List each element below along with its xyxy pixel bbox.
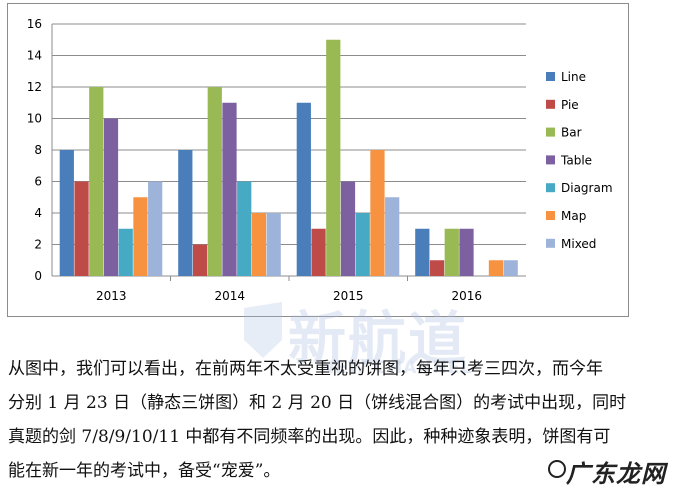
legend-swatch	[546, 183, 555, 193]
y-tick-label: 12	[27, 80, 42, 94]
paragraph-line-4: 能在新一年的考试中，备受“宠爱”。	[8, 461, 281, 481]
bar	[415, 228, 430, 276]
y-tick-label: 0	[34, 269, 42, 283]
bar	[488, 260, 504, 276]
paragraph-line-1: 从图中，我们可以看出，在前两年不太受重视的饼图，每年只考三四次，而今年	[8, 359, 603, 379]
bar	[148, 181, 163, 276]
x-tick-label: 2015	[333, 289, 364, 303]
bar	[133, 197, 148, 276]
corner-logo: 广东龙网	[548, 450, 668, 490]
legend-label: Bar	[561, 126, 582, 140]
paragraph-line-2: 分别 1 月 23 日（静态三饼图）和 2 月 20 日（饼线混合图）的考试中出…	[8, 393, 627, 413]
paragraph-line-3: 真题的剑 7/8/9/10/11 中都有不同频率的出现。因此，种种迹象表明，饼图…	[8, 427, 611, 447]
y-tick-label: 16	[27, 17, 42, 31]
y-tick-label: 14	[27, 49, 42, 63]
bar	[74, 181, 89, 276]
x-tick-label: 2013	[96, 289, 127, 303]
bar	[266, 213, 281, 276]
bar	[385, 197, 400, 276]
legend-label: Line	[561, 70, 586, 84]
legend-swatch	[546, 238, 555, 248]
bar	[192, 244, 208, 276]
bar	[178, 150, 193, 276]
bar	[355, 213, 370, 276]
bar	[237, 181, 252, 276]
chart-frame: 0 2 4 6 8 10 12 14 16 2013 2014 2015 2016 Line Pie Bar T…	[7, 3, 629, 317]
bar	[370, 150, 385, 276]
bar	[222, 102, 237, 276]
legend-swatch	[546, 211, 555, 220]
y-tick-label: 8	[34, 143, 42, 157]
bar-chart: 0 2 4 6 8 10 12 14 16 2013 2014 2015 2016 Line Pie Bar T…	[27, 17, 613, 303]
body-paragraph: 从图中，我们可以看出，在前两年不太受重视的饼图，每年只考三四次，而今年 分别 1…	[8, 352, 658, 488]
legend-label: Pie	[561, 98, 579, 112]
x-tick-label: 2016	[451, 289, 482, 303]
bar	[118, 228, 133, 276]
y-tick-label: 4	[34, 206, 42, 220]
y-tick-label: 6	[34, 175, 42, 189]
legend-swatch	[546, 155, 555, 165]
y-tick-label: 10	[27, 112, 42, 126]
legend-label: Mixed	[561, 237, 596, 251]
bar	[444, 228, 459, 276]
corner-logo-text: 广东龙网	[566, 460, 666, 488]
legend-label: Table	[560, 153, 592, 167]
legend-swatch	[546, 127, 555, 137]
bar	[311, 228, 326, 276]
bar	[429, 260, 445, 276]
bar	[296, 102, 311, 276]
bar	[503, 260, 518, 276]
bar	[459, 228, 474, 276]
legend-swatch	[546, 72, 555, 81]
bar	[251, 213, 267, 276]
bar	[207, 87, 222, 276]
bar	[340, 181, 356, 276]
bar	[59, 150, 74, 276]
bar	[103, 118, 119, 276]
x-tick-label: 2014	[214, 289, 245, 303]
legend-swatch	[546, 99, 555, 109]
legend-label: Diagram	[561, 181, 613, 195]
bar	[89, 87, 104, 276]
legend-label: Map	[561, 209, 586, 223]
y-tick-label: 2	[34, 238, 42, 252]
bar	[326, 39, 341, 276]
dragon-logo-icon	[548, 460, 566, 478]
